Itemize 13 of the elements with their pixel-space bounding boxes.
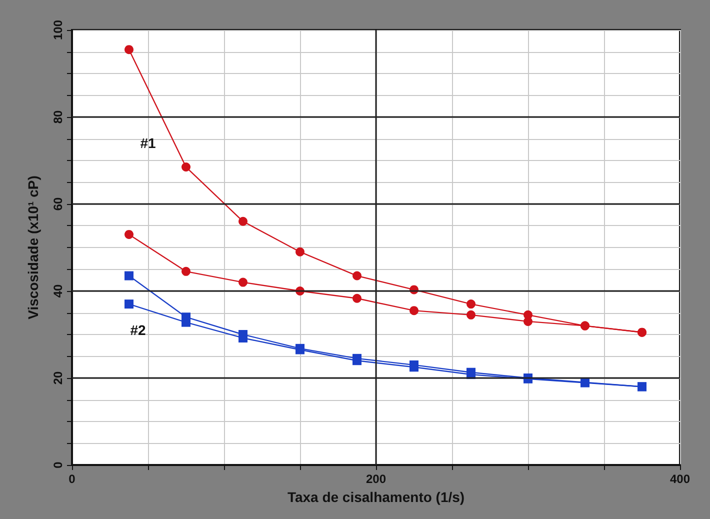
y-tick-label: 40 bbox=[51, 284, 65, 298]
x-tick-label: 200 bbox=[366, 472, 386, 486]
y-tick-label: 80 bbox=[51, 110, 65, 124]
x-tick-label: 0 bbox=[68, 472, 76, 486]
x-tick-label: 400 bbox=[670, 472, 690, 486]
y-tick-label: 100 bbox=[51, 20, 65, 40]
y-tick-label: 60 bbox=[51, 197, 65, 211]
annotation: #2 bbox=[130, 322, 146, 338]
x-axis-title: Taxa de cisalhamento (1/s) bbox=[287, 488, 465, 505]
y-tick-label: 0 bbox=[51, 461, 65, 468]
y-axis-title: Viscosidade (x10¹ cP) bbox=[25, 176, 41, 320]
y-tick-label: 20 bbox=[51, 371, 65, 385]
annotation: #1 bbox=[140, 135, 156, 151]
